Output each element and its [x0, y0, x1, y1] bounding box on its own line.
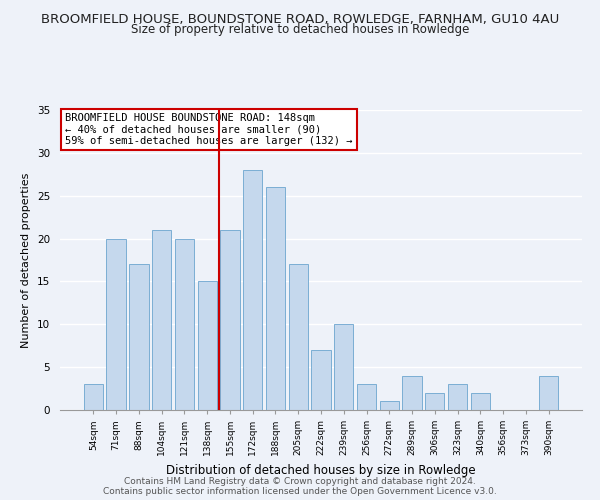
Text: Contains HM Land Registry data © Crown copyright and database right 2024.: Contains HM Land Registry data © Crown c…: [124, 477, 476, 486]
Bar: [539, 376, 558, 410]
Bar: [289, 264, 308, 410]
Bar: [243, 170, 262, 410]
Bar: [266, 187, 285, 410]
Bar: [197, 282, 217, 410]
Text: Contains public sector information licensed under the Open Government Licence v3: Contains public sector information licen…: [103, 487, 497, 496]
Bar: [357, 384, 376, 410]
Bar: [175, 238, 194, 410]
Bar: [403, 376, 422, 410]
X-axis label: Distribution of detached houses by size in Rowledge: Distribution of detached houses by size …: [166, 464, 476, 476]
Bar: [425, 393, 445, 410]
Bar: [448, 384, 467, 410]
Bar: [380, 402, 399, 410]
Bar: [220, 230, 239, 410]
Bar: [129, 264, 149, 410]
Bar: [152, 230, 172, 410]
Bar: [334, 324, 353, 410]
Text: BROOMFIELD HOUSE, BOUNDSTONE ROAD, ROWLEDGE, FARNHAM, GU10 4AU: BROOMFIELD HOUSE, BOUNDSTONE ROAD, ROWLE…: [41, 12, 559, 26]
Bar: [470, 393, 490, 410]
Bar: [84, 384, 103, 410]
Bar: [311, 350, 331, 410]
Y-axis label: Number of detached properties: Number of detached properties: [22, 172, 31, 348]
Text: Size of property relative to detached houses in Rowledge: Size of property relative to detached ho…: [131, 22, 469, 36]
Text: BROOMFIELD HOUSE BOUNDSTONE ROAD: 148sqm
← 40% of detached houses are smaller (9: BROOMFIELD HOUSE BOUNDSTONE ROAD: 148sqm…: [65, 113, 353, 146]
Bar: [106, 238, 126, 410]
